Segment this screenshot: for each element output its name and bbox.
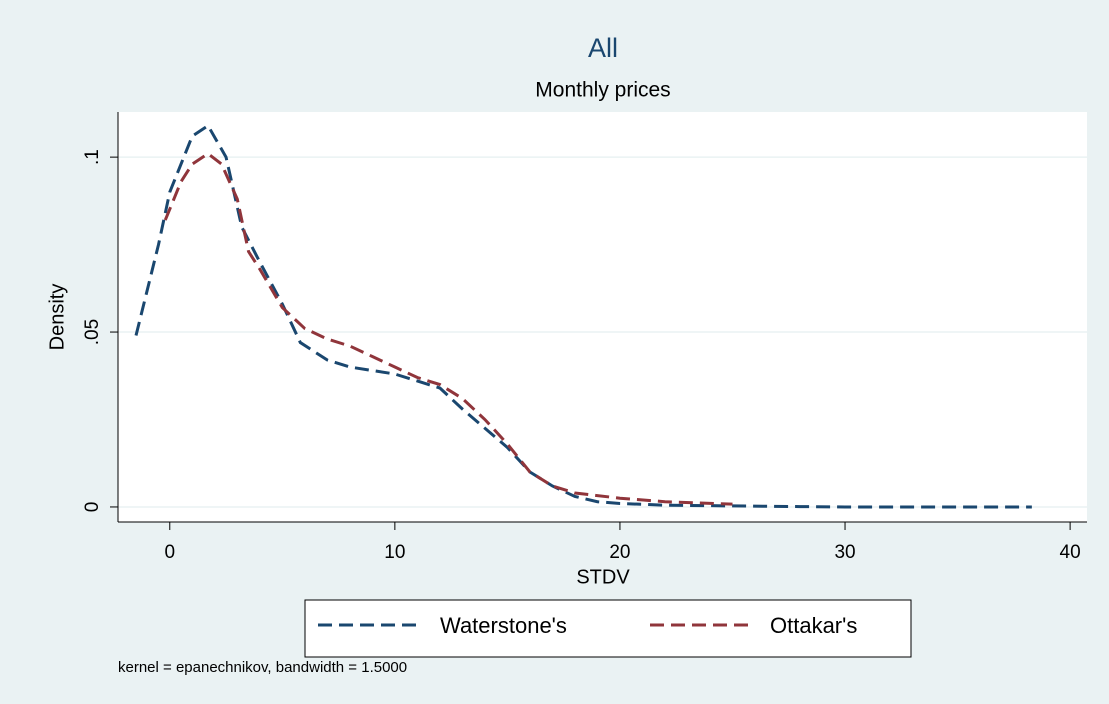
plot-area <box>118 112 1087 522</box>
density-line <box>163 151 733 506</box>
legend <box>304 599 912 658</box>
chart-title: All <box>588 33 618 63</box>
y-tick-label: .05 <box>82 319 103 345</box>
y-tick-label: .1 <box>82 149 103 165</box>
legend-label: Ottakar's <box>770 613 857 638</box>
chart-subtitle: Monthly prices <box>535 79 670 102</box>
x-tick-label: 10 <box>384 542 405 563</box>
x-tick-label: 40 <box>1060 542 1081 563</box>
density-line <box>134 123 1032 509</box>
note: kernel = epanechnikov, bandwidth = 1.500… <box>118 659 407 676</box>
x-axis-label: STDV <box>576 566 630 588</box>
x-tick-label: 20 <box>609 542 630 563</box>
y-axis-label: Density <box>46 284 68 351</box>
legend-label: Waterstone's <box>440 613 567 638</box>
x-tick-label: 30 <box>834 542 855 563</box>
y-tick-label: 0 <box>82 502 103 513</box>
x-tick-label: 0 <box>164 542 175 563</box>
